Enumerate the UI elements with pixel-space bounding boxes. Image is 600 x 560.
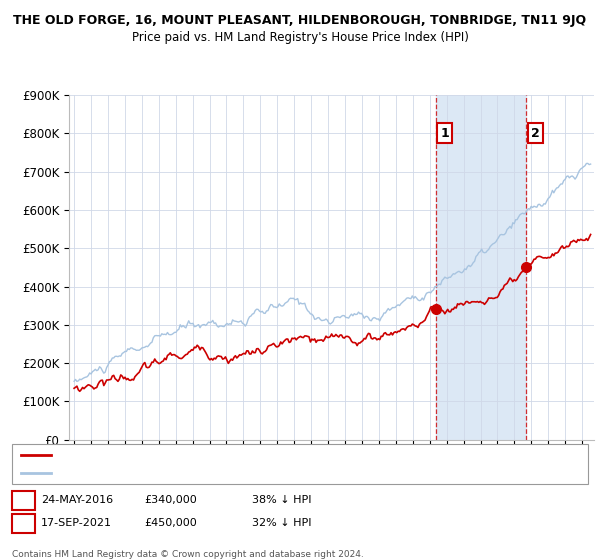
- Text: 38% ↓ HPI: 38% ↓ HPI: [252, 496, 311, 505]
- Text: THE OLD FORGE, 16, MOUNT PLEASANT, HILDENBOROUGH, TONBRIDGE, TN11 9JQ: THE OLD FORGE, 16, MOUNT PLEASANT, HILDE…: [13, 14, 587, 27]
- Text: 17-SEP-2021: 17-SEP-2021: [41, 519, 112, 528]
- Text: 2: 2: [530, 127, 539, 139]
- Text: 32% ↓ HPI: 32% ↓ HPI: [252, 519, 311, 528]
- Text: 1: 1: [440, 127, 449, 139]
- Text: 2: 2: [19, 517, 28, 530]
- Text: 1: 1: [19, 494, 28, 507]
- Text: THE OLD FORGE, 16, MOUNT PLEASANT, HILDENBOROUGH, TONBRIDGE, TN11 9JQ (deta: THE OLD FORGE, 16, MOUNT PLEASANT, HILDE…: [57, 450, 518, 460]
- Text: Price paid vs. HM Land Registry's House Price Index (HPI): Price paid vs. HM Land Registry's House …: [131, 31, 469, 44]
- Text: 24-MAY-2016: 24-MAY-2016: [41, 496, 113, 505]
- Bar: [436, 95, 526, 440]
- Text: £450,000: £450,000: [144, 519, 197, 528]
- Text: £340,000: £340,000: [144, 496, 197, 505]
- Text: Contains HM Land Registry data © Crown copyright and database right 2024.
This d: Contains HM Land Registry data © Crown c…: [12, 550, 364, 560]
- Text: HPI: Average price, detached house, Tonbridge and Malling: HPI: Average price, detached house, Tonb…: [57, 468, 365, 478]
